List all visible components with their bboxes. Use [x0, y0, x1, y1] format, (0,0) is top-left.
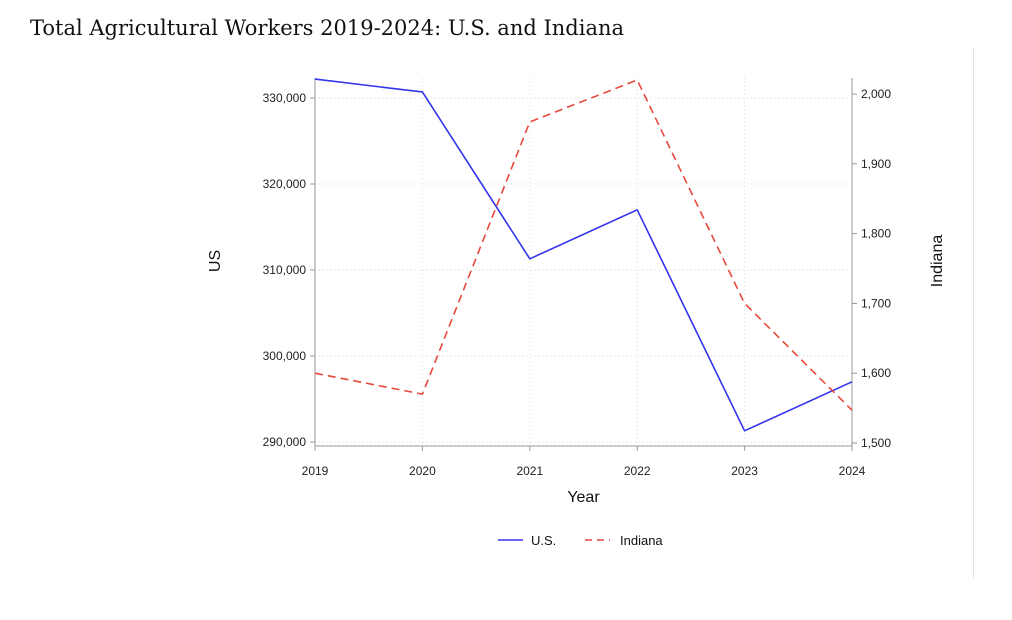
- y-axis-left-title: US: [207, 250, 224, 272]
- y-right-tick-label: 1,800: [861, 227, 891, 241]
- x-tick-label: 2020: [409, 464, 436, 478]
- legend-label-0: U.S.: [531, 533, 556, 548]
- y-left-tick-label: 320,000: [263, 177, 307, 191]
- x-axis-title: Year: [567, 489, 600, 506]
- series-line-0: [314, 78, 853, 432]
- x-tick-label: 2021: [516, 464, 543, 478]
- y-left-tick-label: 300,000: [263, 349, 307, 363]
- series-layer: [314, 78, 853, 432]
- legend: U.S. Indiana: [498, 533, 663, 548]
- y-left-tick-label: 290,000: [263, 435, 307, 449]
- series-line-1: [314, 79, 853, 411]
- y-left-tick-label: 330,000: [263, 91, 307, 105]
- y-right-tick-label: 1,500: [861, 436, 891, 450]
- x-tick-label: 2022: [624, 464, 651, 478]
- x-tick-label: 2019: [302, 464, 329, 478]
- x-tick-label: 2023: [731, 464, 758, 478]
- page-title: Total Agricultural Workers 2019-2024: U.…: [30, 16, 625, 40]
- page-divider: [973, 48, 974, 578]
- y-left-tick-label: 310,000: [263, 263, 307, 277]
- axes-layer: 290,000 300,000 310,000 320,000 330,000 1,500…: [263, 78, 891, 478]
- x-tick-label: 2024: [839, 464, 866, 478]
- y-right-tick-label: 2,000: [861, 87, 891, 101]
- legend-label-1: Indiana: [620, 533, 663, 548]
- grid-layer: [314, 78, 853, 443]
- y-right-tick-label: 1,900: [861, 157, 891, 171]
- y-right-tick-label: 1,600: [861, 366, 891, 380]
- y-axis-right-title: Indiana: [929, 235, 946, 288]
- y-right-tick-label: 1,700: [861, 296, 891, 310]
